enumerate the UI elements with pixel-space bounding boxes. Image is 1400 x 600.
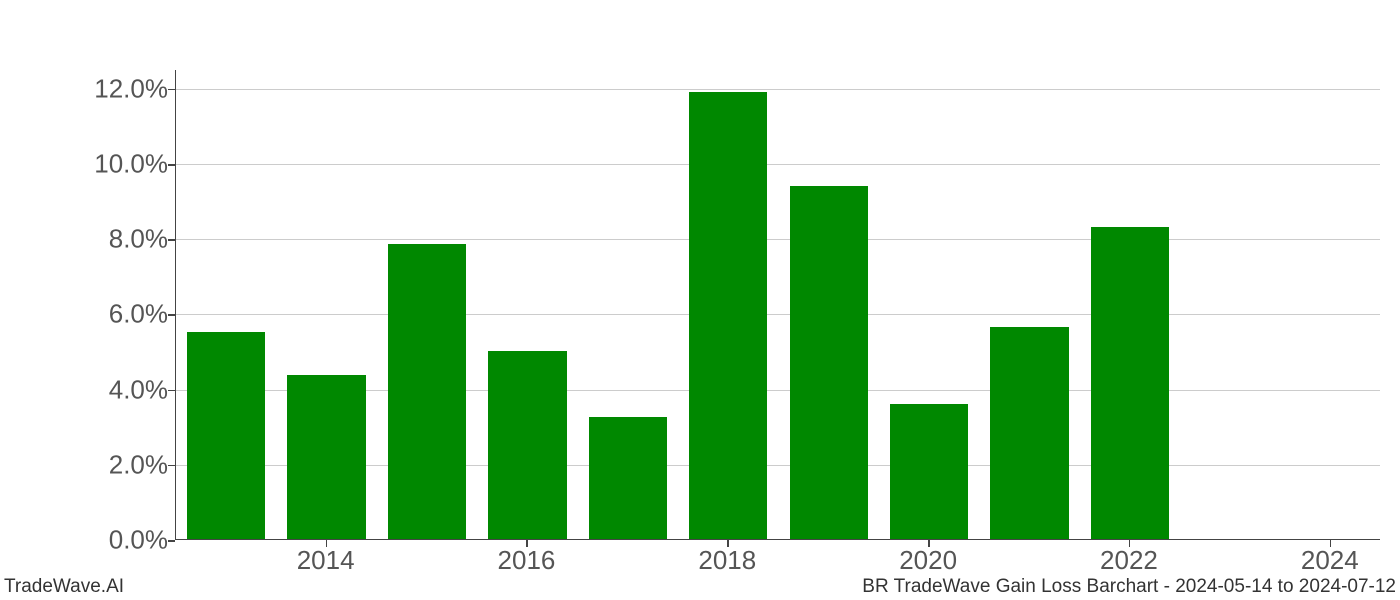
bar — [187, 332, 265, 539]
y-tick-mark — [168, 540, 175, 542]
x-tick-label: 2016 — [498, 545, 556, 576]
chart-container: 0.0% 2.0% 4.0% 6.0% 8.0% 10.0% 12.0% 2014 2016 20… — [0, 0, 1400, 600]
x-tick-label: 2020 — [899, 545, 957, 576]
y-tick-label: 0.0% — [68, 525, 168, 556]
x-tick-mark — [727, 540, 729, 547]
x-tick-mark — [526, 540, 528, 547]
plot-area — [175, 70, 1380, 540]
y-tick-mark — [168, 314, 175, 316]
bar — [1091, 227, 1169, 539]
y-tick-mark — [168, 390, 175, 392]
bar — [287, 375, 365, 539]
x-tick-mark — [1129, 540, 1131, 547]
x-tick-mark — [928, 540, 930, 547]
x-tick-label: 2022 — [1100, 545, 1158, 576]
bar — [689, 92, 767, 539]
bar — [488, 351, 566, 539]
y-tick-mark — [168, 164, 175, 166]
y-tick-label: 4.0% — [68, 374, 168, 405]
gridline — [176, 239, 1380, 240]
y-tick-label: 2.0% — [68, 449, 168, 480]
gridline — [176, 314, 1380, 315]
y-tick-label: 8.0% — [68, 224, 168, 255]
bar — [890, 404, 968, 539]
bar — [790, 186, 868, 539]
footer-right-label: BR TradeWave Gain Loss Barchart - 2024-0… — [862, 576, 1396, 598]
bar — [990, 327, 1068, 539]
x-tick-label: 2024 — [1301, 545, 1359, 576]
gridline — [176, 89, 1380, 90]
y-tick-mark — [168, 89, 175, 91]
y-tick-label: 6.0% — [68, 299, 168, 330]
y-tick-label: 10.0% — [68, 149, 168, 180]
bar — [589, 417, 667, 539]
x-tick-label: 2014 — [297, 545, 355, 576]
x-tick-label: 2018 — [698, 545, 756, 576]
y-tick-mark — [168, 239, 175, 241]
x-tick-mark — [1330, 540, 1332, 547]
gridline — [176, 164, 1380, 165]
y-tick-label: 12.0% — [68, 73, 168, 104]
footer-left-label: TradeWave.AI — [4, 576, 124, 598]
bar — [388, 244, 466, 539]
x-tick-mark — [326, 540, 328, 547]
y-tick-mark — [168, 465, 175, 467]
